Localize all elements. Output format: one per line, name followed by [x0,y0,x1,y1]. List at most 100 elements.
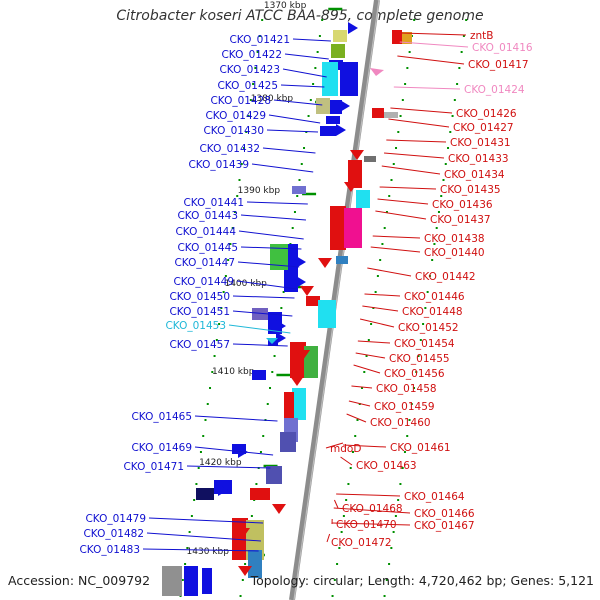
gene-arrow [272,504,286,514]
gene-label-text: CKO_01451 [169,306,230,318]
ring-dot [280,307,283,309]
ring-dot [231,227,234,229]
right-gene-label: CKO_01459 [348,400,435,413]
left-gene-labels: CKO_01421 CKO_01422 CKO_01423 CKO_01425 CKO_… [79,34,331,556]
ring-dot [300,163,303,165]
ring-dot [233,211,236,213]
ring-dot [417,355,420,357]
ring-dot [410,403,413,405]
ring-dot [338,547,341,549]
ring-dot [401,99,404,101]
genome-title: Citrobacter koseri ATCC BAA-895, complet… [116,8,484,24]
label-connector [266,129,319,133]
ring-dot [379,259,382,261]
label-connector [262,147,316,154]
right-gene-label: CKO_01438 [372,233,485,245]
left-gene-label: CKO_01465 [131,411,278,423]
ring-dot [296,195,299,197]
ring-dot [261,19,264,21]
gene-label-text: CKO_01446 [404,291,465,303]
label-connector [397,55,465,65]
gene-label-text: CKO_01455 [389,353,450,365]
gene-label-text: CKO_01416 [472,42,533,54]
gene-label-text: CKO_01427 [453,122,514,134]
right-gene-label: CKO_01456 [353,364,445,380]
ring-dot [408,419,411,421]
ring-dot [238,179,241,181]
ring-dot [403,451,406,453]
ring-dot [249,99,252,101]
label-connector [228,324,291,334]
ring-dot [241,579,244,581]
ring-dot [406,435,409,437]
ring-dot [262,435,265,437]
reverse-gene [348,160,362,188]
right-gene-label: CKO_01464 [336,491,465,503]
right-gene-label: CKO_01417 [397,55,529,71]
gene-label-text: CKO_01472 [331,537,392,549]
forward-gene [284,270,298,292]
forward-gene [288,244,298,270]
ring-dot [258,35,261,37]
label-connector [346,413,367,423]
reverse-gene [364,156,376,162]
ring-dot [370,323,373,325]
gene-label-text: CKO_01456 [384,368,445,380]
gene-label-text: CKO_01417 [468,59,529,71]
ring-dot [342,515,345,517]
gene-arrow [348,22,358,34]
label-connector [232,295,295,299]
ring-dot [190,515,193,517]
ring-dot [336,563,339,565]
gene-label-text: CKO_01429 [205,110,266,122]
label-connector [273,99,323,106]
ring-dot [303,147,306,149]
gene-label-text: CKO_01465 [131,411,192,423]
ring-dot [390,179,393,181]
gene-arrow [340,100,350,112]
left-gene-label: CKO_01443 [177,210,307,222]
left-gene-label: CKO_01482 [83,528,261,542]
forward-gene [196,488,214,500]
ring-dot [213,355,216,357]
ring-dot [449,131,452,133]
gene-label-text: CKO_01426 [456,108,517,120]
ring-dot [256,51,259,53]
label-connector [367,267,412,277]
gene-label-text: CKO_01438 [424,233,485,245]
gene-label-text: CKO_01424 [464,84,525,96]
ring-dot [413,19,416,21]
gene-arrow [318,258,332,268]
gene-label-text: CKO_01450 [169,291,230,303]
reverse-gene [344,208,362,248]
right-gene-label: CKO_01470 [331,518,397,531]
ring-dot [413,387,416,389]
label-connector [268,114,321,124]
ring-dot [269,387,272,389]
ring-dot [442,179,445,181]
ring-dot [193,499,196,501]
forward-gene [292,186,306,194]
right-gene-label: mdoD [325,442,361,455]
forward-gene [252,370,266,380]
ring-dot [224,275,227,277]
label-connector [336,493,401,497]
ring-dot [390,547,393,549]
ring-dot [218,323,221,325]
label-connector [186,465,271,469]
ring-dot [424,307,427,309]
right-gene-label: CKO_01433 [384,152,509,165]
ring-dot [188,531,191,533]
left-gene-label: CKO_01451 [169,306,293,318]
ring-dot [199,451,202,453]
label-connector [343,444,387,448]
right-gene-label: CKO_01466 [333,507,475,520]
right-gene-label: CKO_01437 [375,210,491,226]
right-gene-label: CKO_01458 [351,383,437,395]
gene-label-text: CKO_01459 [374,401,435,413]
ring-dot [215,339,218,341]
label-connector [364,293,401,297]
